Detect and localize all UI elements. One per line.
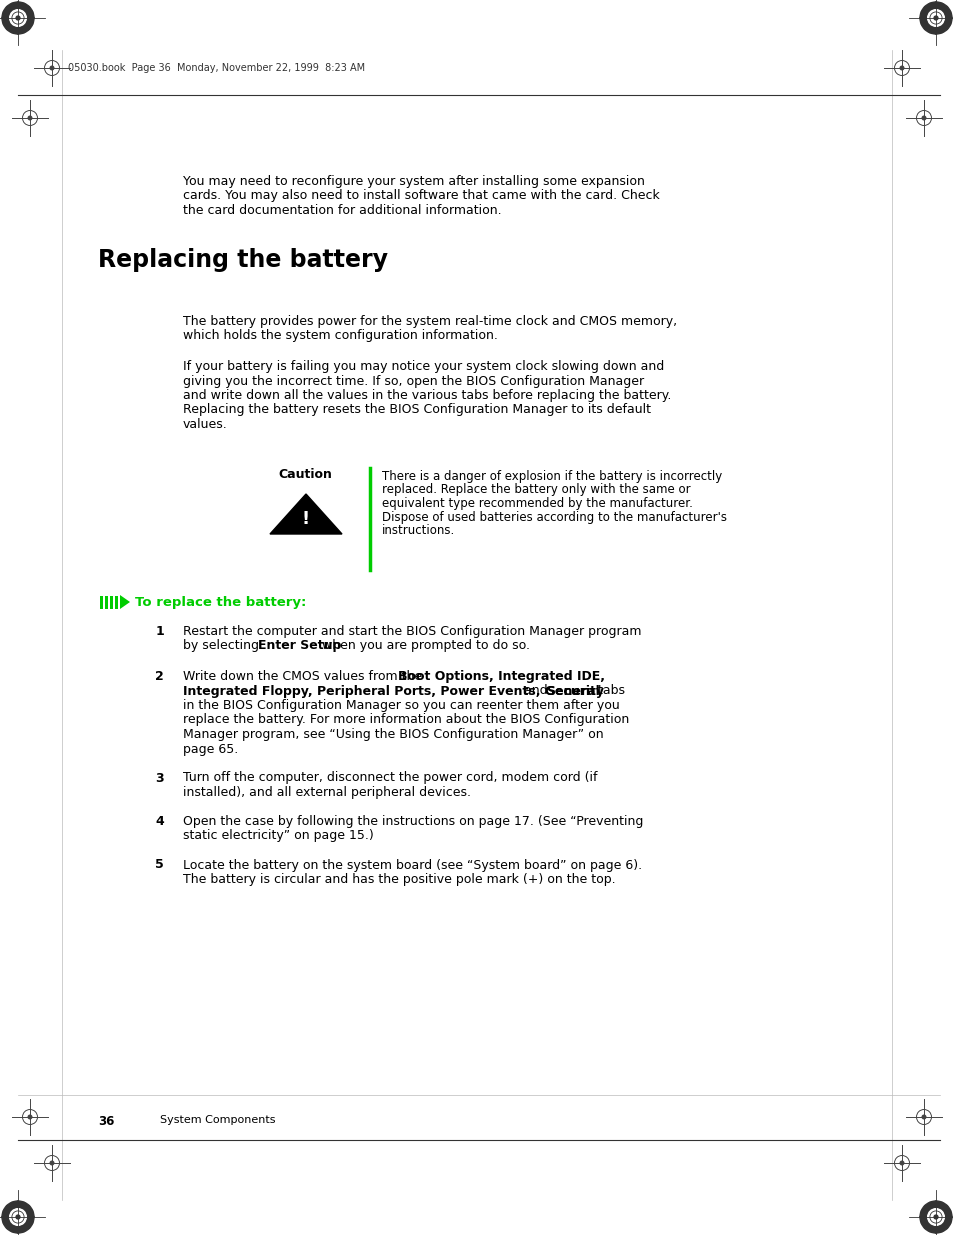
Circle shape [10, 1209, 27, 1225]
Circle shape [926, 10, 943, 26]
Text: 5: 5 [155, 858, 164, 872]
Text: 4: 4 [155, 815, 164, 827]
Text: values.: values. [183, 417, 228, 431]
Text: System Components: System Components [160, 1115, 275, 1125]
Circle shape [29, 1115, 31, 1119]
Text: giving you the incorrect time. If so, open the BIOS Configuration Manager: giving you the incorrect time. If so, op… [183, 374, 643, 388]
Text: Turn off the computer, disconnect the power cord, modem cord (if: Turn off the computer, disconnect the po… [183, 772, 597, 784]
Circle shape [922, 116, 924, 120]
Text: which holds the system configuration information.: which holds the system configuration inf… [183, 330, 497, 342]
Circle shape [51, 67, 53, 70]
Polygon shape [270, 494, 341, 534]
Text: and write down all the values in the various tabs before replacing the battery.: and write down all the values in the var… [183, 389, 671, 403]
Text: and: and [519, 684, 551, 698]
Text: static electricity” on page 15.): static electricity” on page 15.) [183, 830, 374, 842]
Circle shape [933, 16, 937, 20]
Circle shape [900, 1161, 902, 1165]
Text: Write down the CMOS values from the: Write down the CMOS values from the [183, 671, 426, 683]
Text: If your battery is failing you may notice your system clock slowing down and: If your battery is failing you may notic… [183, 359, 663, 373]
Text: The battery provides power for the system real-time clock and CMOS memory,: The battery provides power for the syste… [183, 315, 677, 329]
Circle shape [10, 10, 27, 26]
Text: Replacing the battery: Replacing the battery [98, 248, 388, 272]
Text: Security: Security [545, 684, 603, 698]
Bar [100, 597, 103, 609]
Text: You may need to reconfigure your system after installing some expansion: You may need to reconfigure your system … [183, 175, 644, 188]
Text: To replace the battery:: To replace the battery: [135, 597, 306, 609]
Text: replaced. Replace the battery only with the same or: replaced. Replace the battery only with … [381, 483, 690, 496]
Circle shape [919, 1200, 951, 1233]
Circle shape [29, 116, 31, 120]
Text: cards. You may also need to install software that came with the card. Check: cards. You may also need to install soft… [183, 189, 659, 203]
Circle shape [926, 1209, 943, 1225]
Text: the card documentation for additional information.: the card documentation for additional in… [183, 204, 501, 217]
Text: 2: 2 [155, 671, 164, 683]
Polygon shape [120, 595, 130, 609]
Text: Caution: Caution [277, 468, 332, 480]
Text: page 65.: page 65. [183, 742, 238, 756]
Text: Enter Setup: Enter Setup [257, 640, 341, 652]
Text: Open the case by following the instructions on page 17. (See “Preventing: Open the case by following the instructi… [183, 815, 642, 827]
Text: !: ! [301, 510, 310, 527]
Circle shape [16, 1215, 20, 1219]
Text: Locate the battery on the system board (see “System board” on page 6).: Locate the battery on the system board (… [183, 858, 641, 872]
Text: Boot Options, Integrated IDE,: Boot Options, Integrated IDE, [397, 671, 604, 683]
Circle shape [933, 1215, 937, 1219]
Text: by selecting: by selecting [183, 640, 263, 652]
Bar [115, 597, 118, 609]
Text: instructions.: instructions. [381, 524, 455, 537]
Circle shape [922, 1115, 924, 1119]
Text: 36: 36 [98, 1115, 114, 1128]
Text: 1: 1 [155, 625, 164, 638]
Circle shape [900, 67, 902, 70]
Text: replace the battery. For more information about the BIOS Configuration: replace the battery. For more informatio… [183, 714, 629, 726]
Text: Manager program, see “Using the BIOS Configuration Manager” on: Manager program, see “Using the BIOS Con… [183, 727, 603, 741]
Text: equivalent type recommended by the manufacturer.: equivalent type recommended by the manuf… [381, 496, 692, 510]
Text: installed), and all external peripheral devices.: installed), and all external peripheral … [183, 785, 471, 799]
Circle shape [2, 1200, 34, 1233]
Bar [105, 597, 108, 609]
Circle shape [2, 2, 34, 35]
Circle shape [51, 1161, 53, 1165]
Text: Replacing the battery resets the BIOS Configuration Manager to its default: Replacing the battery resets the BIOS Co… [183, 404, 650, 416]
Text: 05030.book  Page 36  Monday, November 22, 1999  8:23 AM: 05030.book Page 36 Monday, November 22, … [68, 63, 365, 73]
Circle shape [919, 2, 951, 35]
Text: when you are prompted to do so.: when you are prompted to do so. [317, 640, 530, 652]
Bar [110, 597, 112, 609]
Text: 3: 3 [155, 772, 164, 784]
Text: Restart the computer and start the BIOS Configuration Manager program: Restart the computer and start the BIOS … [183, 625, 640, 638]
Text: in the BIOS Configuration Manager so you can reenter them after you: in the BIOS Configuration Manager so you… [183, 699, 619, 713]
Text: Integrated Floppy, Peripheral Ports, Power Events, General: Integrated Floppy, Peripheral Ports, Pow… [183, 684, 599, 698]
Text: tabs: tabs [594, 684, 624, 698]
Text: There is a danger of explosion if the battery is incorrectly: There is a danger of explosion if the ba… [381, 471, 721, 483]
Text: Dispose of used batteries according to the manufacturer's: Dispose of used batteries according to t… [381, 510, 726, 524]
Text: The battery is circular and has the positive pole mark (+) on the top.: The battery is circular and has the posi… [183, 873, 615, 885]
Circle shape [16, 16, 20, 20]
